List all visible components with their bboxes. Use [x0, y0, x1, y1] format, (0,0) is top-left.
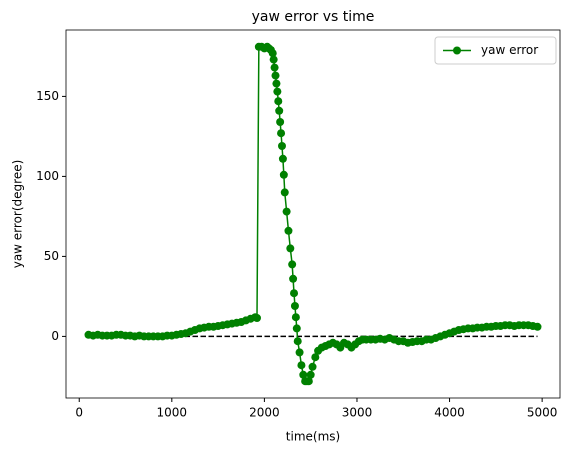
- data-point: [276, 118, 285, 126]
- x-axis-label: time(ms): [286, 430, 340, 444]
- data-point: [277, 129, 286, 138]
- data-point: [273, 87, 282, 96]
- y-tick-label: 150: [36, 89, 59, 103]
- data-point: [277, 142, 286, 150]
- x-tick-label: 4000: [434, 406, 465, 420]
- data-point: [290, 302, 299, 310]
- data-point: [282, 207, 291, 216]
- data-point: [288, 260, 297, 269]
- data-point: [278, 154, 287, 163]
- data-point: [275, 106, 284, 115]
- x-tick-label: 0: [75, 406, 83, 420]
- y-tick-label: 100: [36, 169, 59, 183]
- x-tick-label: 5000: [527, 406, 558, 420]
- y-axis-label: yaw error(degree): [11, 160, 25, 269]
- data-point: [293, 337, 302, 346]
- y-tick-label: 0: [51, 329, 59, 343]
- x-tick-label: 2000: [249, 406, 280, 420]
- x-tick-label: 3000: [342, 406, 373, 420]
- data-point: [292, 324, 301, 333]
- data-point: [304, 377, 313, 386]
- chart-title: yaw error vs time: [252, 9, 375, 25]
- data-point: [270, 63, 279, 72]
- data-point: [269, 55, 278, 64]
- data-point: [297, 361, 306, 370]
- data-point: [280, 188, 289, 197]
- data-point: [311, 353, 320, 362]
- data-point: [306, 370, 315, 379]
- data-point: [291, 313, 300, 322]
- data-point: [252, 314, 261, 322]
- y-tick-label: 50: [44, 249, 59, 263]
- data-point: [299, 370, 308, 379]
- data-point: [308, 362, 317, 371]
- data-point: [279, 170, 288, 179]
- axes-frame: [65, 29, 561, 399]
- legend-marker: [453, 46, 461, 55]
- data-point: [286, 244, 295, 253]
- data-point: [290, 289, 299, 298]
- data-point: [295, 348, 304, 357]
- data-point: [271, 71, 280, 80]
- data-point: [274, 97, 283, 106]
- data-point: [533, 322, 542, 331]
- data-point: [268, 49, 277, 58]
- data-point: [272, 79, 281, 88]
- legend-box: [434, 36, 557, 65]
- data-point: [289, 274, 298, 283]
- data-point: [284, 226, 293, 235]
- legend-label: yaw error: [481, 43, 538, 57]
- x-tick-label: 1000: [157, 406, 188, 420]
